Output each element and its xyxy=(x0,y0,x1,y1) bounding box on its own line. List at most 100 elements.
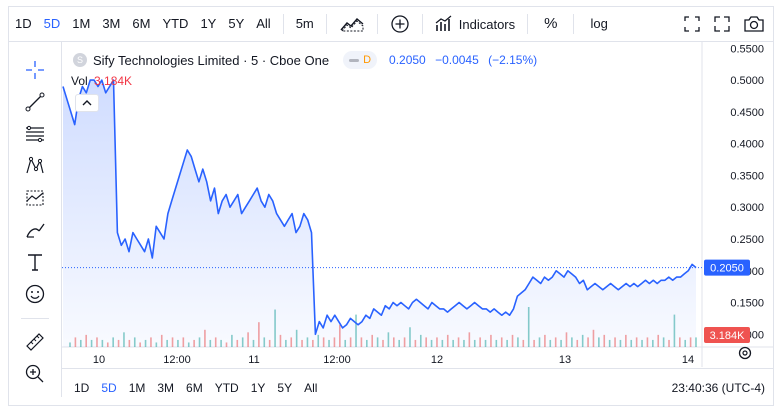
toolbar-divider xyxy=(573,14,575,34)
text-tool[interactable] xyxy=(23,250,47,274)
toolbar-divider xyxy=(282,14,284,34)
smiley-icon xyxy=(25,284,45,304)
price-chart[interactable]: 0.5500 0.5000 0.4500 0.4000 0.3500 0.3000 0.25… xyxy=(62,42,773,367)
horizontal-lines-icon xyxy=(26,125,44,143)
ruler-icon xyxy=(26,333,44,351)
range-all[interactable]: All xyxy=(256,16,271,31)
chart-legend: S Sify Technologies Limited · 5 · Cboe O… xyxy=(73,51,543,69)
zoom-tool[interactable] xyxy=(23,362,47,386)
x-tick-label: 12:00 xyxy=(323,354,351,366)
range-1d[interactable]: 1D xyxy=(15,16,32,31)
range-5d[interactable]: 5D xyxy=(43,16,61,31)
tool-divider xyxy=(21,318,49,319)
range-ytd[interactable]: YTD xyxy=(162,16,189,31)
status-dash-icon xyxy=(349,58,360,62)
collapse-legend-button[interactable] xyxy=(75,94,99,112)
price-change-percent: (−2.15%) xyxy=(488,53,538,67)
bottom-range-5d[interactable]: 5D xyxy=(101,381,117,395)
data-status-badge[interactable]: D xyxy=(343,51,378,69)
y-tick-label: 0.3500 xyxy=(730,170,764,182)
range-1y[interactable]: 1Y xyxy=(200,16,217,31)
emoji-tool[interactable] xyxy=(23,282,47,306)
percent-scale-button[interactable]: % xyxy=(544,15,558,32)
expand-icon xyxy=(714,16,730,32)
trend-line-tool[interactable] xyxy=(23,90,47,114)
range-3m[interactable]: 3M xyxy=(102,16,121,31)
fullscreen-icon xyxy=(684,16,700,32)
last-price-label: 0.2050 xyxy=(710,263,744,275)
indicators-icon xyxy=(435,15,452,31)
bottom-range-5y[interactable]: 5Y xyxy=(277,381,293,395)
y-tick-label: 0.4000 xyxy=(730,139,764,151)
brush-icon xyxy=(26,223,45,238)
volume-label: Vol xyxy=(71,74,88,88)
pattern-tool[interactable] xyxy=(23,154,47,178)
last-price: 0.2050 xyxy=(389,53,426,67)
volume-legend: Vol 3.184K xyxy=(71,74,132,88)
snapshot-button[interactable] xyxy=(737,7,773,41)
bottom-toolbar: 1D 5D 1M 3M 6M YTD 1Y 5Y All 23:40:36 (U… xyxy=(62,368,773,407)
y-tick-label: 0.4500 xyxy=(730,107,764,119)
horizontal-lines-tool[interactable] xyxy=(23,122,47,146)
bottom-range-1d[interactable]: 1D xyxy=(74,381,90,395)
y-tick-label: 0.5000 xyxy=(730,75,764,87)
last-volume-label: 3.184K xyxy=(710,330,746,342)
chart-widget: 1D 5D 1M 3M 6M YTD 1Y 5Y All 5m xyxy=(8,6,774,406)
x-tick-label: 12 xyxy=(431,354,443,366)
bottom-range-all[interactable]: All xyxy=(304,381,318,395)
x-tick-label: 13 xyxy=(559,354,571,366)
bottom-range-1m[interactable]: 1M xyxy=(128,381,146,395)
y-tick-label: 0.3000 xyxy=(730,202,764,214)
bottom-range-ytd[interactable]: YTD xyxy=(214,381,239,395)
plus-circle-icon xyxy=(391,15,409,33)
last-price-marker xyxy=(704,259,750,276)
y-tick-label: 0.1500 xyxy=(730,298,764,310)
expand-button[interactable] xyxy=(707,7,737,41)
top-toolbar: 1D 5D 1M 3M 6M YTD 1Y 5Y All 5m xyxy=(9,7,773,42)
camera-icon xyxy=(744,16,764,32)
trend-line-icon xyxy=(25,92,45,112)
last-volume-marker xyxy=(704,327,750,343)
crosshair-tool[interactable] xyxy=(23,58,47,82)
price-line xyxy=(62,79,697,336)
brush-tool[interactable] xyxy=(23,218,47,242)
price-area xyxy=(63,80,696,347)
symbol-logo: S xyxy=(73,53,87,67)
indicators-button[interactable]: Indicators xyxy=(429,7,521,41)
range-6m[interactable]: 6M xyxy=(132,16,151,31)
ruler-tool[interactable] xyxy=(23,330,47,354)
chart-type-button[interactable] xyxy=(333,7,371,41)
drawing-toolbar xyxy=(9,42,62,397)
fullscreen-button[interactable] xyxy=(677,7,707,41)
bottom-range-3m[interactable]: 3M xyxy=(157,381,175,395)
x-tick-label: 14 xyxy=(682,354,694,366)
prediction-tool[interactable] xyxy=(23,186,47,210)
pattern-icon xyxy=(26,156,44,174)
toolbar-divider xyxy=(527,14,529,34)
toolbar-divider xyxy=(421,14,423,34)
bottom-range-6m[interactable]: 6M xyxy=(186,381,203,395)
clock-timezone[interactable]: 23:40:36 (UTC-4) xyxy=(671,381,765,395)
x-tick-label: 11 xyxy=(248,354,259,366)
chart-settings-button[interactable] xyxy=(737,345,753,366)
delayed-badge: D xyxy=(363,54,372,66)
compare-button[interactable] xyxy=(384,7,416,41)
crosshair-icon xyxy=(26,61,44,79)
area-chart-icon xyxy=(340,18,364,32)
log-scale-button[interactable]: log xyxy=(590,16,608,31)
bottom-range-1y[interactable]: 1Y xyxy=(250,381,266,395)
y-tick-label: 0.5500 xyxy=(730,43,764,55)
range-5y[interactable]: 5Y xyxy=(228,16,245,31)
interval-button[interactable]: 5m xyxy=(295,16,314,31)
text-icon xyxy=(28,254,42,271)
symbol-title[interactable]: Sify Technologies Limited · 5 · Cboe One xyxy=(93,52,330,68)
price-readout: 0.2050 −0.0045 (−2.15%) xyxy=(389,53,543,67)
y-tick-label: 0.2500 xyxy=(730,234,764,246)
toolbar-divider xyxy=(376,14,378,34)
indicators-label: Indicators xyxy=(458,16,516,32)
gear-icon xyxy=(738,346,752,360)
price-change: −0.0045 xyxy=(435,53,479,67)
volume-value: 3.184K xyxy=(94,74,133,88)
range-1m[interactable]: 1M xyxy=(72,16,91,31)
x-tick-label: 12:00 xyxy=(163,354,191,366)
